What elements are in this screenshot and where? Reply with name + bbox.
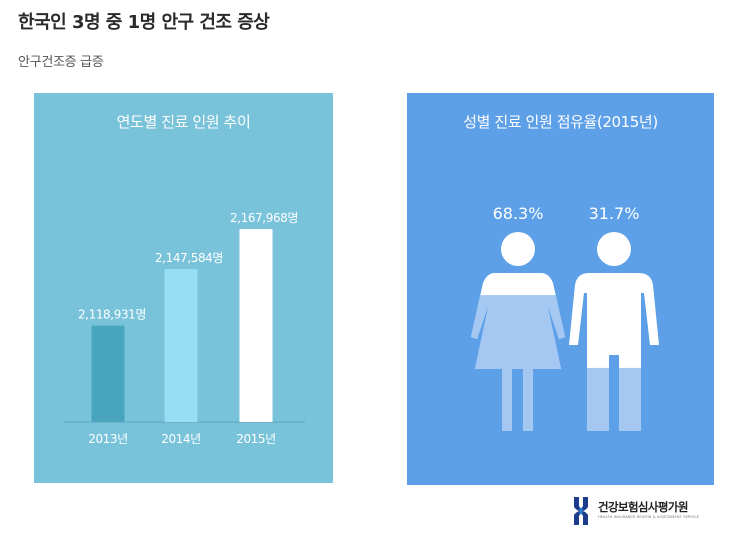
page-subhead: 안구건조증 급증	[18, 55, 104, 70]
gender-pictogram: 68.3% 31.7%	[471, 204, 659, 431]
hira-logo: 건강보험심사평가원 HEALTH INSURANCE REVIEW & ASSE…	[572, 495, 712, 527]
bar-2013년	[91, 325, 125, 422]
hira-logo-mark-icon	[574, 497, 588, 525]
bar-2014년	[164, 269, 198, 422]
female-icon	[471, 232, 565, 431]
bar-category-label: 2014년	[161, 432, 201, 446]
gender-share-panel: 성별 진료 인원 점유율(2015년) 68.3% 31.7%	[407, 93, 714, 485]
bar-value-label: 2,118,931명	[78, 308, 146, 322]
female-share-fill	[471, 295, 565, 431]
bar-chart-title: 연도별 진료 인원 추이	[116, 113, 251, 131]
bar-2015년	[239, 229, 273, 422]
male-icon	[569, 232, 659, 431]
bar-category-label: 2013년	[88, 432, 128, 446]
male-share-fill	[569, 367, 659, 431]
yearly-patients-panel: 연도별 진료 인원 추이 2,118,931명 2,147,584명 2,167,9…	[34, 93, 333, 483]
bar-value-label: 2,147,584명	[155, 251, 223, 265]
logo-subtitle: HEALTH INSURANCE REVIEW & ASSESSMENT SER…	[598, 515, 700, 519]
female-share-label: 68.3%	[493, 204, 544, 223]
bar-chart: 2,118,931명 2,147,584명 2,167,968명 2013년 2014…	[64, 211, 305, 446]
male-share-label: 31.7%	[589, 204, 640, 223]
bar-value-label: 2,167,968명	[230, 211, 298, 225]
logo-name: 건강보험심사평가원	[598, 500, 688, 514]
page-headline: 한국인 3명 중 1명 안구 건조 증상	[18, 12, 270, 33]
bar-category-label: 2015년	[236, 432, 276, 446]
pictogram-title: 성별 진료 인원 점유율(2015년)	[463, 113, 658, 131]
